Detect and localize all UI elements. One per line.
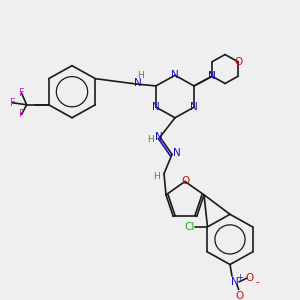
Text: O: O — [246, 273, 254, 283]
Text: N: N — [173, 148, 181, 158]
Text: N: N — [171, 70, 179, 80]
Text: N: N — [231, 277, 239, 287]
Text: N: N — [208, 71, 216, 81]
Text: -: - — [255, 277, 259, 287]
Text: F: F — [19, 88, 24, 98]
Text: N: N — [134, 78, 142, 88]
Text: N: N — [155, 132, 163, 142]
Text: O: O — [236, 291, 244, 300]
Text: H: H — [138, 71, 144, 80]
Text: O: O — [181, 176, 189, 187]
Text: N: N — [190, 102, 198, 112]
Text: N: N — [208, 71, 216, 81]
Text: +: + — [237, 273, 243, 282]
Text: H: H — [153, 172, 159, 181]
Text: H: H — [148, 134, 154, 143]
Text: F: F — [19, 110, 24, 119]
Text: Cl: Cl — [184, 222, 195, 232]
Text: N: N — [152, 102, 160, 112]
Text: O: O — [234, 57, 242, 67]
Text: F: F — [10, 98, 15, 108]
